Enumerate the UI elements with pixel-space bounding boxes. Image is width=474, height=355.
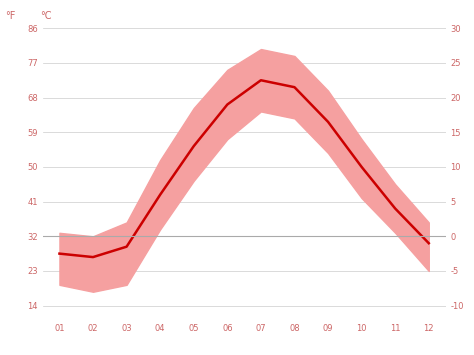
Text: °C: °C (40, 11, 52, 21)
Text: °F: °F (5, 11, 15, 21)
